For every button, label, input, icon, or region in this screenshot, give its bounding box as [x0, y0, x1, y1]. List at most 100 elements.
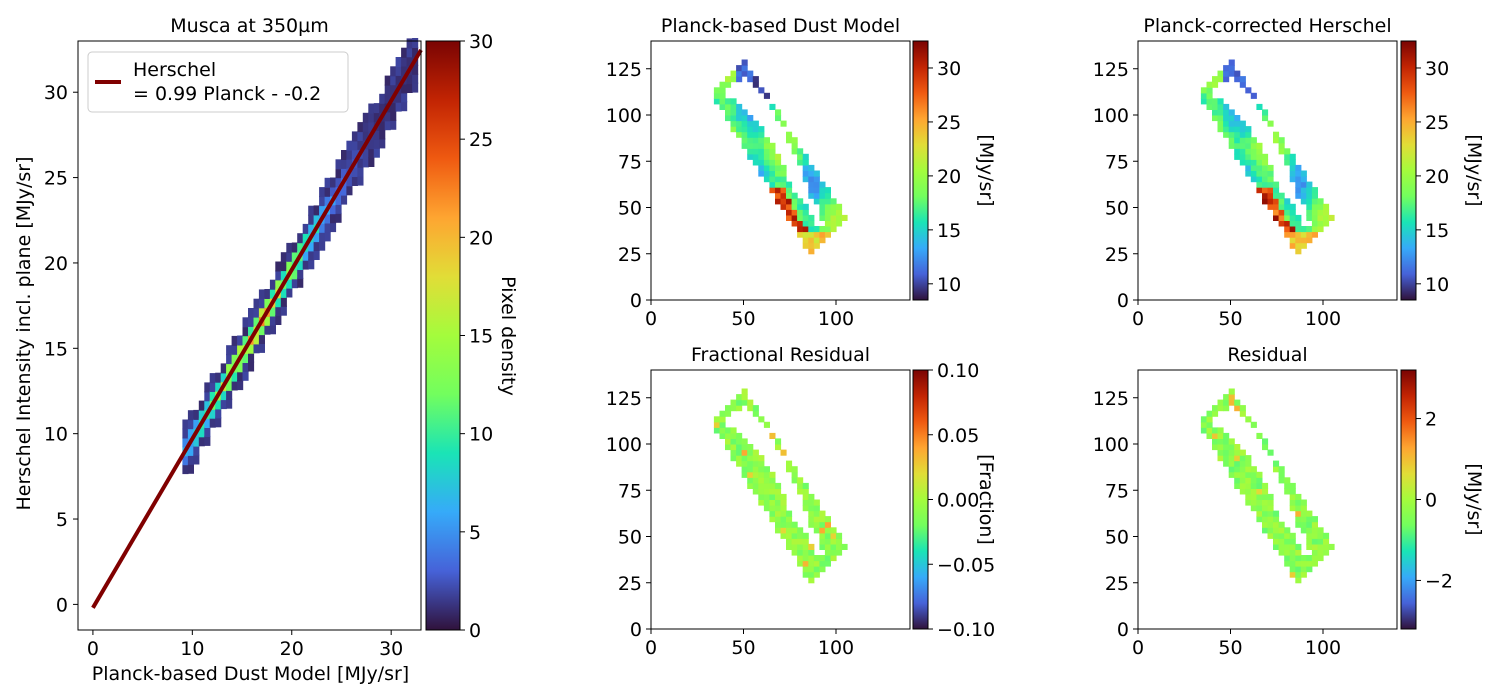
map-cell — [1250, 148, 1257, 155]
map-cell — [836, 538, 843, 545]
map-cell — [775, 176, 782, 183]
density-cell — [319, 187, 326, 198]
map-cell — [741, 142, 748, 149]
density-cell — [357, 139, 364, 150]
map-cell — [1295, 549, 1302, 556]
map-cell — [1228, 444, 1235, 451]
map-cell — [1267, 192, 1274, 199]
map-cell — [813, 237, 820, 244]
map-cell — [1250, 92, 1257, 99]
map-cell — [1300, 510, 1307, 517]
map-cell — [747, 70, 754, 77]
density-cell — [242, 317, 249, 328]
map-cell — [797, 532, 804, 539]
map-cell — [752, 120, 759, 127]
density-cell — [215, 381, 222, 392]
density-cell — [308, 223, 315, 234]
map-cell — [747, 153, 754, 160]
map-cell — [1289, 176, 1296, 183]
density-cell — [406, 38, 413, 49]
map-cell — [813, 521, 820, 528]
map-panel-residual: 0 50 100 0 25 50 75 100 125 Residual — [1093, 344, 1398, 659]
map-cell — [819, 203, 826, 210]
map-cell — [1317, 543, 1324, 550]
map-cell — [1245, 170, 1252, 177]
map-cell — [758, 455, 765, 462]
map-cell — [775, 444, 782, 451]
map-cell — [1278, 466, 1285, 473]
y-tick-label: 100 — [606, 434, 642, 456]
map-cell — [791, 532, 798, 539]
map-cell — [752, 410, 759, 417]
map-cell — [1323, 549, 1330, 556]
map-cell — [775, 192, 782, 199]
density-cell — [406, 74, 413, 85]
map-cell — [736, 438, 743, 445]
density-cell — [308, 214, 315, 225]
colorbar-tick-label: 15 — [937, 220, 961, 242]
map-cell — [1278, 471, 1285, 478]
map-cell — [1250, 159, 1257, 166]
map-cell — [1250, 505, 1257, 512]
density-cell — [330, 213, 337, 224]
map-cell — [1278, 214, 1285, 221]
map-panel-planck-model: 0 50 100 0 25 50 75 100 125 Planck-based Dust Mod… — [606, 15, 911, 330]
density-cell — [324, 222, 331, 233]
map-cell — [741, 388, 748, 395]
density-cell — [330, 177, 337, 188]
map-cell — [813, 566, 820, 573]
map-cell — [1311, 187, 1318, 194]
density-cell — [412, 46, 419, 57]
map-cell — [775, 170, 782, 177]
density-cell — [275, 315, 282, 325]
map-cell — [752, 405, 759, 412]
map-cell — [1223, 115, 1230, 122]
map-cell — [1250, 477, 1257, 484]
map-cell — [791, 142, 798, 149]
map-cell — [1228, 399, 1235, 406]
map-cell — [763, 137, 770, 144]
density-cell — [357, 131, 364, 141]
map-cell — [797, 153, 804, 160]
map-cell — [1256, 159, 1263, 166]
map-cell — [841, 214, 848, 221]
density-cell — [351, 167, 358, 177]
map-cell — [1323, 214, 1330, 221]
density-cell — [297, 277, 304, 288]
map-cell — [1256, 505, 1263, 512]
map-cell — [802, 164, 809, 171]
density-cell — [275, 297, 282, 308]
map-cell — [1306, 209, 1313, 216]
map-cell — [1311, 192, 1318, 199]
map-cell — [1234, 482, 1241, 489]
map-cell — [1311, 543, 1318, 550]
map-cell — [802, 560, 809, 567]
map-cell — [1234, 466, 1241, 473]
density-cell — [308, 205, 315, 216]
map-cell — [813, 181, 820, 188]
map-cell — [1295, 181, 1302, 188]
density-cell — [280, 261, 287, 272]
map-cell — [1295, 220, 1302, 227]
density-cell — [280, 270, 287, 281]
map-cell — [775, 482, 782, 489]
map-cell — [752, 466, 759, 473]
map-cell — [1239, 488, 1246, 495]
map-cell — [802, 214, 809, 221]
y-tick-label: 25 — [44, 168, 68, 190]
map-cell — [769, 187, 776, 194]
map-cell — [769, 103, 776, 110]
map-cell — [747, 142, 754, 149]
map-cell — [763, 499, 770, 506]
map-cell — [1267, 516, 1274, 523]
map-cell — [797, 555, 804, 562]
map-cell — [813, 571, 820, 578]
map-cell — [763, 421, 770, 428]
map-cell — [1256, 510, 1263, 517]
map-cell — [1317, 203, 1324, 210]
density-cell — [258, 334, 265, 344]
density-cell — [231, 353, 238, 364]
map-cell — [791, 148, 798, 155]
density-cell — [302, 259, 309, 270]
map-cell — [824, 226, 831, 233]
